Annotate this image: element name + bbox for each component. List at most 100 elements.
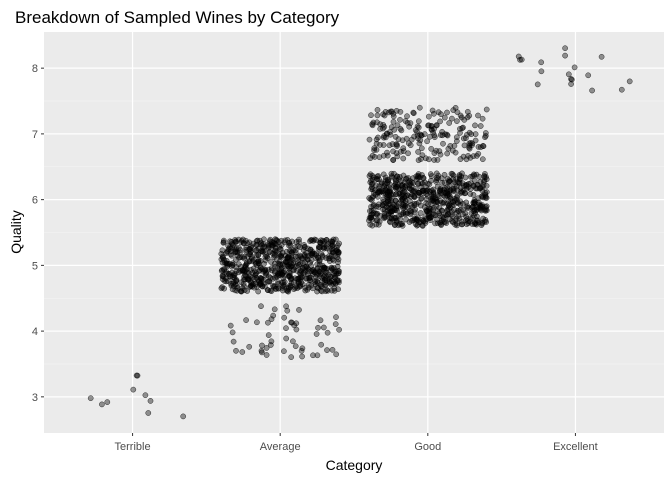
data-point [390, 118, 397, 125]
data-point [382, 174, 389, 181]
data-point [456, 172, 463, 178]
data-point [415, 118, 422, 125]
data-point [473, 153, 480, 159]
data-point [318, 341, 325, 348]
data-point [404, 113, 410, 120]
data-point [400, 148, 407, 154]
data-point [229, 286, 236, 293]
data-point [392, 214, 399, 221]
data-point [275, 239, 282, 245]
data-point [292, 247, 299, 254]
data-point [383, 130, 390, 137]
data-point [447, 143, 454, 149]
data-point [444, 200, 451, 207]
data-point [384, 208, 391, 214]
data-point [452, 149, 459, 156]
data-point [515, 53, 522, 60]
data-point [457, 130, 463, 136]
data-point [386, 218, 393, 225]
data-point [450, 199, 457, 205]
data-point [333, 314, 339, 320]
data-point [444, 109, 450, 116]
data-point [289, 257, 296, 264]
data-point [393, 141, 400, 148]
data-point [431, 134, 438, 141]
data-point [241, 274, 247, 280]
data-point [463, 199, 470, 206]
data-point [367, 212, 374, 219]
data-point [403, 135, 410, 142]
data-point [380, 111, 386, 118]
data-point [130, 386, 137, 393]
data-point [415, 221, 421, 228]
data-point [373, 203, 380, 210]
data-point [386, 192, 393, 199]
data-point [267, 342, 274, 348]
data-point [421, 131, 428, 137]
data-point [423, 207, 429, 213]
data-point [99, 401, 105, 408]
data-point [458, 218, 465, 225]
data-point [241, 253, 248, 260]
data-point [430, 190, 437, 196]
data-point [315, 268, 322, 275]
data-point [229, 262, 236, 268]
data-point [269, 239, 275, 245]
data-point [411, 216, 418, 223]
data-point [384, 130, 391, 137]
data-point [471, 221, 478, 227]
data-point [243, 248, 250, 255]
data-point [309, 250, 316, 257]
data-point [433, 122, 440, 128]
data-point [475, 112, 481, 119]
data-point [243, 261, 250, 267]
data-point [392, 185, 399, 192]
data-point [435, 175, 441, 182]
data-point [278, 252, 284, 259]
data-point [274, 271, 281, 277]
data-point [319, 283, 325, 290]
data-point [266, 273, 272, 280]
data-point [219, 267, 226, 273]
data-point [400, 155, 407, 162]
data-point [277, 261, 283, 267]
data-point [444, 132, 451, 139]
data-point [446, 120, 453, 126]
data-point [565, 71, 572, 78]
data-point [475, 201, 482, 208]
data-point [254, 319, 260, 326]
data-point [255, 252, 262, 259]
data-point [538, 68, 545, 75]
data-point [332, 272, 338, 279]
data-point [296, 307, 302, 313]
data-point [232, 239, 239, 246]
data-point [380, 134, 387, 141]
data-point [406, 198, 413, 204]
data-point [462, 174, 469, 181]
data-point [407, 142, 414, 149]
data-point [446, 177, 453, 184]
data-point [323, 237, 330, 243]
data-point [441, 114, 448, 121]
x-axis: Terrible Average Good Excellent [115, 433, 598, 453]
data-point [429, 107, 436, 114]
data-point [303, 275, 310, 282]
data-point [314, 284, 321, 291]
data-point [280, 283, 286, 289]
data-point [369, 152, 376, 159]
data-point [444, 150, 451, 157]
data-point [332, 274, 338, 281]
data-point [452, 104, 459, 111]
data-point [324, 347, 330, 353]
data-point [419, 187, 426, 194]
data-point [460, 124, 466, 131]
data-point [451, 142, 458, 149]
data-point [409, 179, 415, 186]
data-point [292, 343, 299, 350]
data-point [437, 118, 443, 125]
chart-title: Breakdown of Sampled Wines by Category [15, 8, 340, 27]
data-point [301, 252, 308, 259]
data-point [482, 171, 488, 177]
data-point [265, 287, 271, 294]
data-point [562, 45, 568, 52]
